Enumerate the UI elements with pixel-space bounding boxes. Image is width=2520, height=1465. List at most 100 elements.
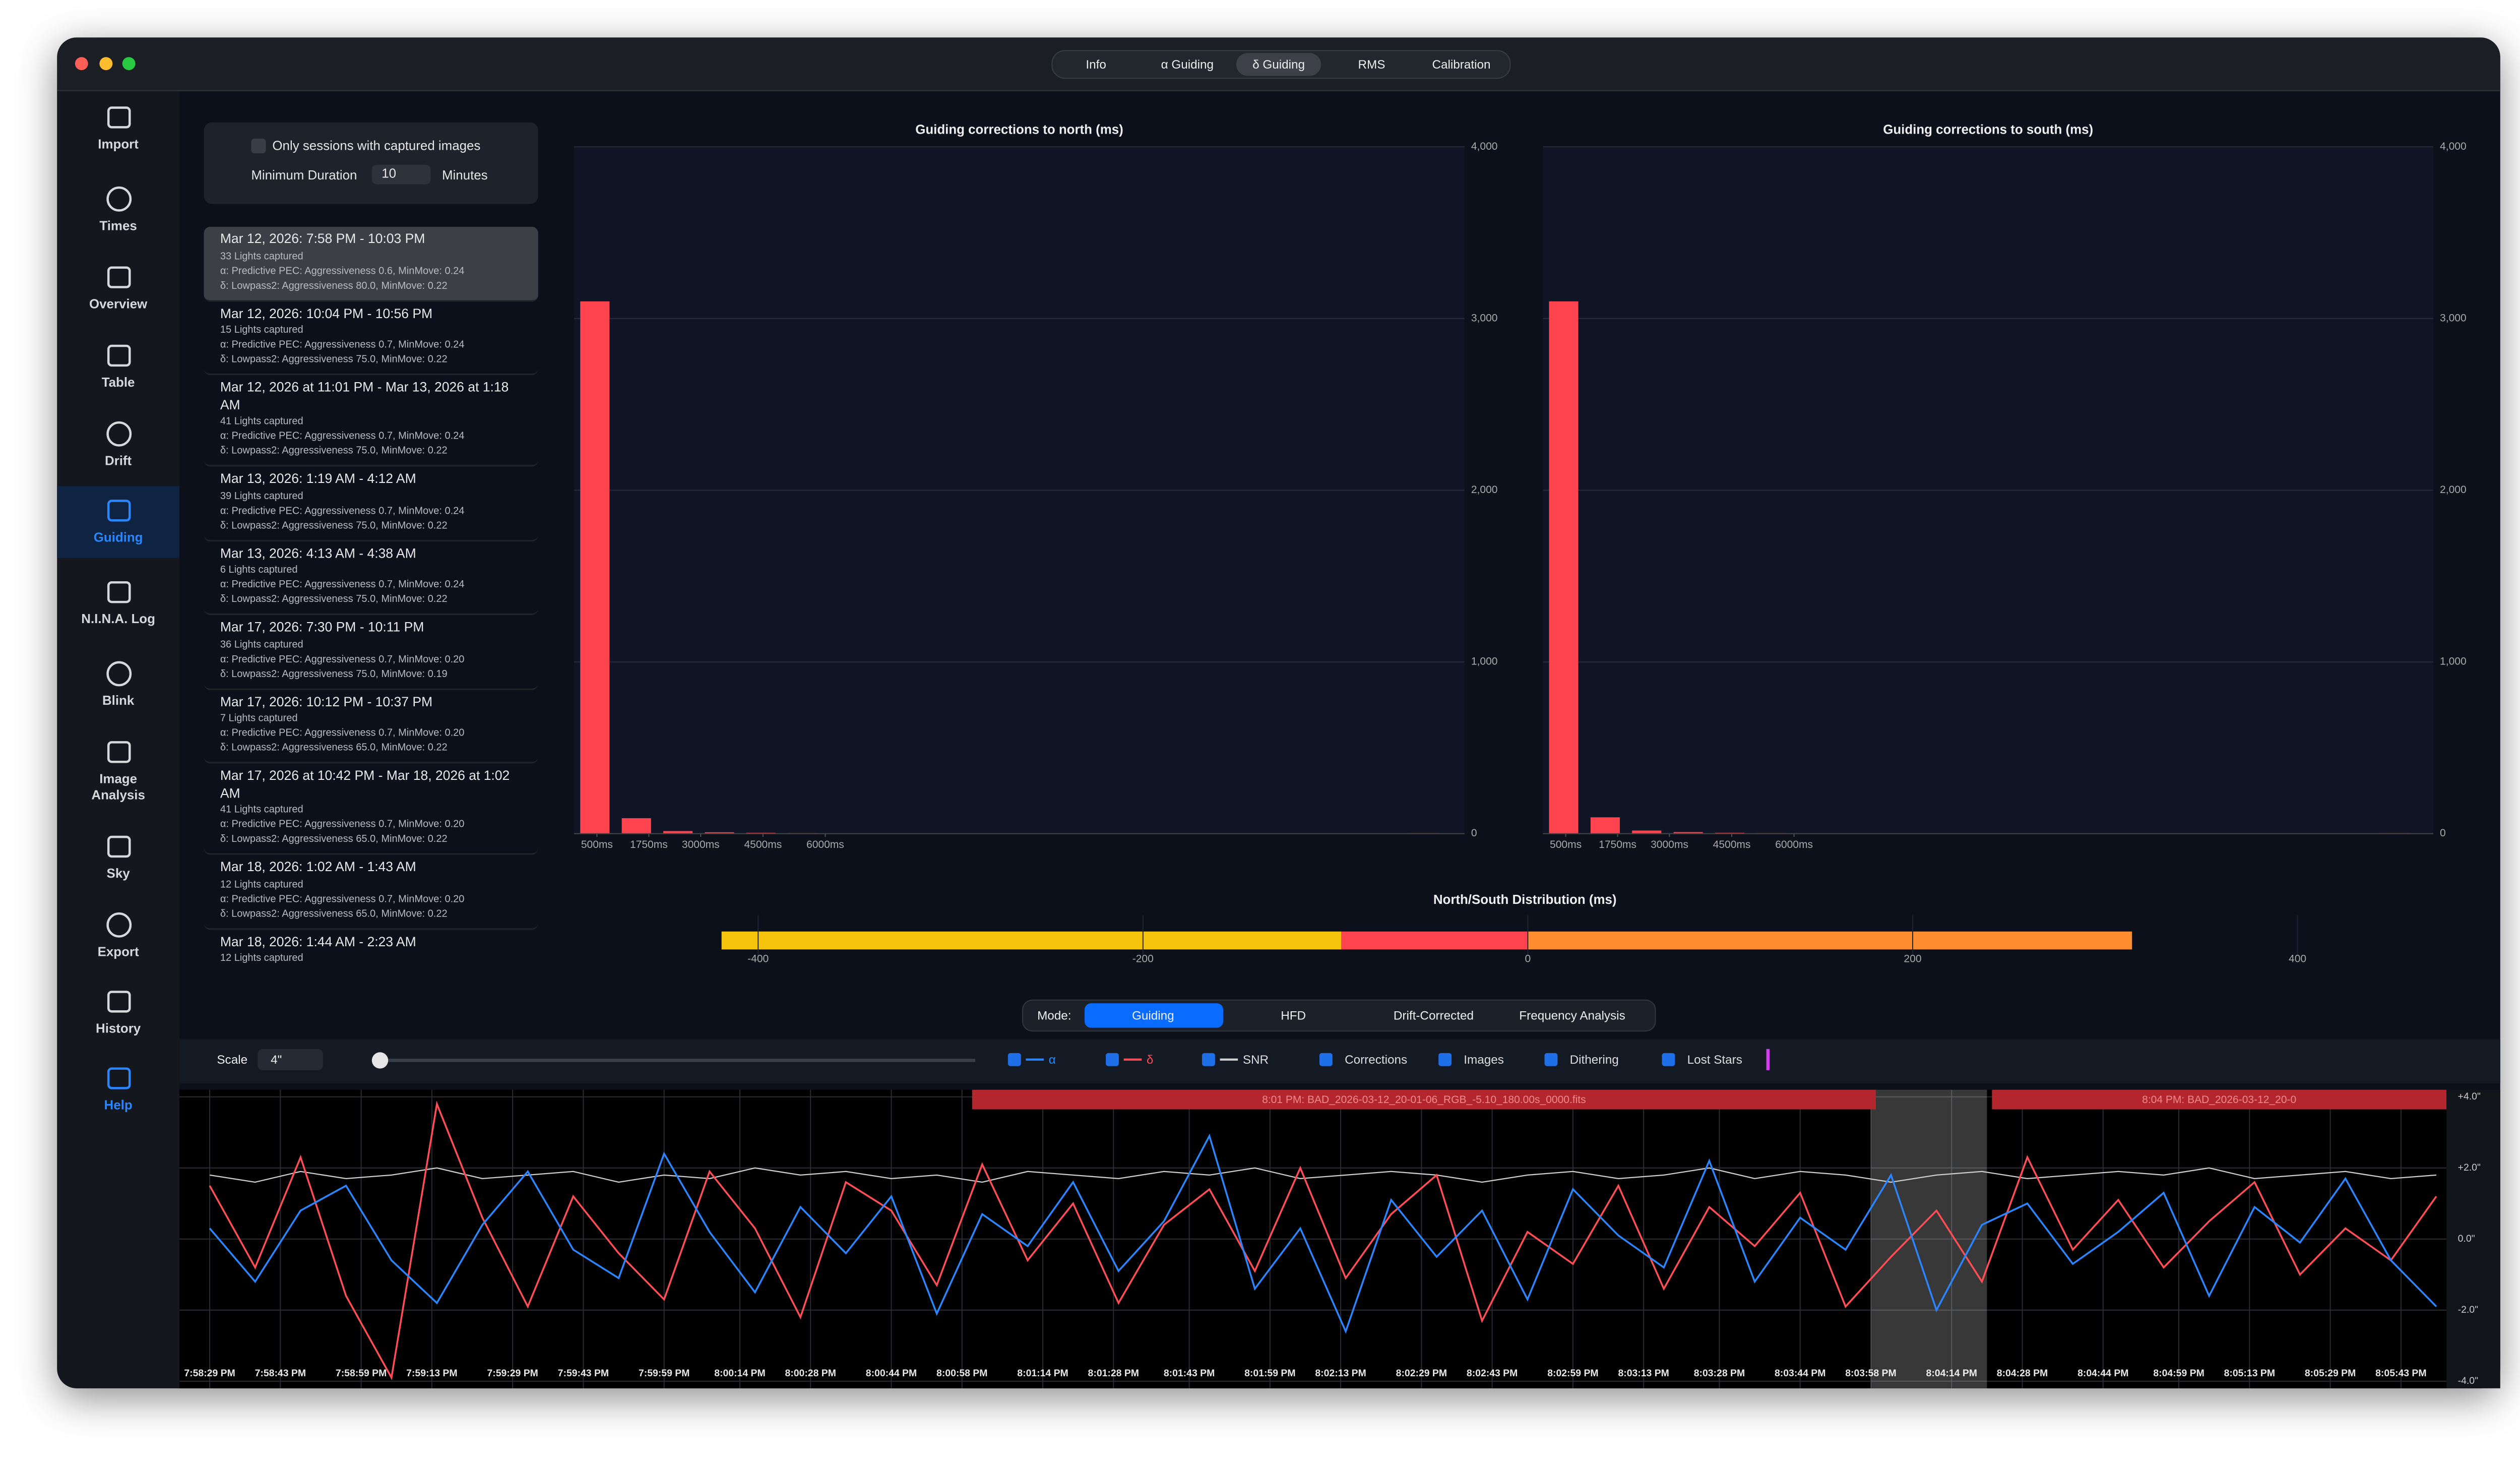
session[interactable]: Mar 13, 2026: 1:19 AM - 4:12 AM 39 Lights… bbox=[204, 466, 538, 541]
sidebar-item[interactable]: Help bbox=[57, 1064, 179, 1114]
tab[interactable]: Info bbox=[1086, 58, 1106, 72]
mode-option[interactable]: Drift-Corrected bbox=[1394, 1009, 1474, 1022]
session-title: Mar 18, 2026: 1:02 AM - 1:43 AM bbox=[220, 860, 416, 875]
session-detail: 41 Lights captured bbox=[220, 416, 303, 428]
sidebar-item[interactable]: N.I.N.A. Log bbox=[57, 578, 179, 628]
session-detail: 39 Lights captured bbox=[220, 490, 303, 502]
window-button[interactable] bbox=[75, 57, 88, 71]
session-detail: α: Predictive PEC: Aggressiveness 0.7, M… bbox=[220, 339, 465, 351]
sidebar-item[interactable]: Export bbox=[57, 910, 179, 960]
checkbox[interactable] bbox=[1106, 1053, 1119, 1066]
sidebar-item[interactable]: Table bbox=[57, 341, 179, 391]
x-tick-label: 8:03:58 PM bbox=[1845, 1368, 1896, 1379]
x-tick-label: 7:59:59 PM bbox=[639, 1368, 689, 1379]
session-detail: δ: Lowpass2: Aggressiveness 65.0, MinMov… bbox=[220, 833, 448, 845]
checkbox[interactable] bbox=[1544, 1053, 1558, 1066]
session-title: Mar 17, 2026: 10:12 PM - 10:37 PM bbox=[220, 694, 433, 709]
sidebar-item[interactable]: Overview bbox=[57, 263, 179, 313]
mode-option[interactable]: Frequency Analysis bbox=[1519, 1009, 1625, 1022]
sidebar-icon bbox=[105, 186, 131, 212]
scale-popup[interactable] bbox=[258, 1049, 323, 1070]
session[interactable]: Mar 18, 2026: 1:44 AM - 2:23 AM 12 Lights… bbox=[204, 929, 538, 966]
x-tick-label: -400 bbox=[747, 953, 769, 964]
session[interactable]: Mar 17, 2026: 10:12 PM - 10:37 PM 7 Light… bbox=[204, 689, 538, 764]
tab[interactable]: Calibration bbox=[1432, 58, 1490, 72]
session[interactable]: Mar 13, 2026: 4:13 AM - 4:38 AM 6 Lights … bbox=[204, 541, 538, 615]
icon-shape bbox=[105, 421, 131, 447]
window-button[interactable] bbox=[122, 57, 136, 71]
sidebar-label: Times bbox=[99, 218, 137, 233]
sidebar-item[interactable]: Sky bbox=[57, 832, 179, 882]
checkbox[interactable] bbox=[1202, 1053, 1215, 1066]
sidebar-icon bbox=[106, 500, 130, 522]
session-detail: 6 Lights captured bbox=[220, 564, 298, 576]
distribution-segment bbox=[1341, 931, 1528, 950]
x-tick-label: 500ms bbox=[1550, 839, 1582, 850]
mode-active bbox=[1084, 1003, 1223, 1028]
slider-knob[interactable] bbox=[371, 1052, 389, 1069]
legend-label: SNR bbox=[1243, 1053, 1269, 1067]
filter-unit: Minutes bbox=[442, 168, 488, 183]
icon-shape bbox=[106, 581, 130, 603]
session-title: Mar 12, 2026 at 11:01 PM - Mar 13, 2026 … bbox=[220, 380, 509, 412]
icon-shape bbox=[106, 835, 130, 858]
tab[interactable]: α Guiding bbox=[1161, 58, 1214, 72]
x-tick-label: 8:00:44 PM bbox=[866, 1368, 917, 1379]
sidebar-item[interactable]: Times bbox=[57, 185, 179, 234]
checkbox[interactable] bbox=[1438, 1053, 1452, 1066]
x-tick-label: 8:02:29 PM bbox=[1396, 1368, 1447, 1379]
session-title: Mar 13, 2026: 4:13 AM - 4:38 AM bbox=[220, 545, 416, 561]
x-tick-label: 7:58:43 PM bbox=[255, 1368, 306, 1379]
icon-shape bbox=[105, 912, 131, 938]
x-tick-label: 3000ms bbox=[1651, 839, 1688, 850]
session[interactable]: Mar 12, 2026: 7:58 PM - 10:03 PM 33 Light… bbox=[204, 226, 538, 301]
sidebar-item[interactable]: Guiding bbox=[57, 496, 179, 546]
mode-option[interactable]: HFD bbox=[1281, 1009, 1306, 1022]
sidebar-icon bbox=[106, 741, 130, 763]
y-tick-label: 1,000 bbox=[1471, 656, 1498, 667]
session[interactable]: Mar 18, 2026: 1:02 AM - 1:43 AM 12 Lights… bbox=[204, 855, 538, 929]
sidebar-item[interactable]: Drift bbox=[57, 419, 179, 469]
x-tick-label: 7:59:43 PM bbox=[558, 1368, 609, 1379]
x-tick-label: 8:00:58 PM bbox=[936, 1368, 987, 1379]
checkbox[interactable] bbox=[251, 139, 266, 154]
tab[interactable]: δ Guiding bbox=[1252, 58, 1305, 72]
checkbox[interactable] bbox=[1007, 1053, 1021, 1066]
window-button[interactable] bbox=[99, 57, 113, 71]
checkbox[interactable] bbox=[1662, 1053, 1675, 1066]
y-tick-label: -2.0" bbox=[2458, 1304, 2478, 1315]
x-tick-label: 8:05:43 PM bbox=[2375, 1368, 2426, 1379]
y-tick-label: +4.0" bbox=[2458, 1091, 2481, 1102]
session[interactable]: Mar 12, 2026 at 11:01 PM - Mar 13, 2026 … bbox=[204, 375, 538, 467]
sidebar bbox=[57, 91, 179, 1388]
mode-option[interactable]: Guiding bbox=[1132, 1009, 1174, 1022]
session-detail: α: Predictive PEC: Aggressiveness 0.7, M… bbox=[220, 653, 465, 665]
session[interactable]: Mar 17, 2026: 7:30 PM - 10:11 PM 36 Light… bbox=[204, 615, 538, 690]
sidebar-icon bbox=[106, 344, 130, 367]
sidebar-label: Table bbox=[101, 375, 135, 390]
sidebar-item[interactable]: Blink bbox=[57, 659, 179, 709]
session-detail: δ: Lowpass2: Aggressiveness 75.0, MinMov… bbox=[220, 445, 448, 457]
session[interactable]: Mar 17, 2026 at 10:42 PM - Mar 18, 2026 … bbox=[204, 763, 538, 855]
sidebar-label: Blink bbox=[102, 693, 135, 708]
sidebar-item[interactable]: Import bbox=[57, 103, 179, 153]
icon-shape bbox=[106, 266, 130, 288]
session[interactable]: Mar 12, 2026: 10:04 PM - 10:56 PM 15 Ligh… bbox=[204, 301, 538, 376]
bar bbox=[1632, 830, 1662, 834]
sidebar-item[interactable]: Image Analysis bbox=[57, 738, 179, 803]
x-tick-label: 8:01:28 PM bbox=[1088, 1368, 1139, 1379]
x-tick-label: 8:04:14 PM bbox=[1926, 1368, 1977, 1379]
tab[interactable]: RMS bbox=[1358, 58, 1385, 72]
stepper[interactable]: 10 bbox=[371, 164, 431, 185]
x-tick-label: 7:59:13 PM bbox=[406, 1368, 457, 1379]
y-tick-label: 0.0" bbox=[2458, 1233, 2475, 1244]
session-detail: α: Predictive PEC: Aggressiveness 0.6, M… bbox=[220, 265, 465, 277]
session-title: Mar 17, 2026: 7:30 PM - 10:11 PM bbox=[220, 620, 424, 635]
checkbox[interactable] bbox=[1319, 1053, 1333, 1066]
icon-shape bbox=[105, 661, 131, 687]
sidebar-item[interactable]: History bbox=[57, 987, 179, 1037]
bar bbox=[621, 818, 651, 834]
